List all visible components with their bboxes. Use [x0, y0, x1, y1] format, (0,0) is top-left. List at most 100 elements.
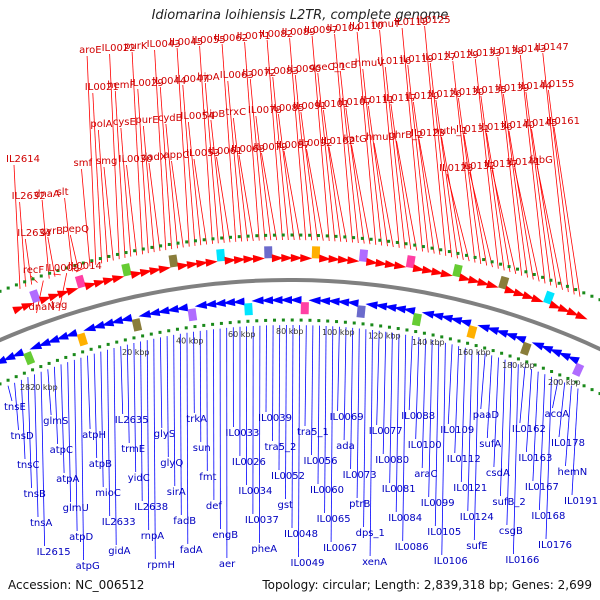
reverse-gene-label: tra5_1	[297, 427, 329, 438]
label-leader-line	[558, 382, 566, 438]
label-leader-line	[368, 105, 388, 247]
reverse-gene-label: IL2635	[115, 415, 149, 426]
forward-gene-label: IL0030	[119, 154, 153, 165]
label-leader-line	[376, 330, 380, 426]
feature-block	[264, 246, 273, 259]
label-leader-line	[330, 326, 334, 543]
tick-dot	[90, 259, 94, 263]
tick-dot	[598, 298, 600, 302]
tick-dot	[516, 357, 520, 361]
tick-dot	[246, 319, 250, 323]
reverse-gene-label: dps_1	[356, 528, 385, 539]
tick-dot	[64, 266, 68, 270]
label-leader-line	[493, 357, 499, 468]
reverse-gene-arrow	[83, 323, 96, 332]
reverse-gene-label: mioC	[95, 488, 121, 499]
forward-gene-arrow	[557, 303, 571, 313]
forward-gene-label: IL2614	[6, 154, 40, 165]
forward-gene-arrow	[476, 277, 490, 286]
reverse-gene-arrow	[374, 302, 388, 311]
label-leader-line	[503, 93, 528, 278]
label-leader-line	[413, 101, 435, 254]
reverse-gene-arrow	[495, 330, 509, 338]
reverse-gene-label: IL0056	[304, 456, 338, 467]
label-leader-line	[36, 280, 44, 314]
reverse-gene-label: IL0034	[238, 486, 272, 497]
forward-gene-label: purK	[124, 41, 148, 52]
feature-block	[356, 305, 366, 318]
reverse-gene-label: IL0067	[323, 543, 357, 554]
tick-dot	[141, 247, 145, 251]
tick-dot	[98, 345, 102, 349]
reverse-gene-label: sirA	[167, 487, 186, 498]
reverse-gene-arrow	[261, 296, 274, 305]
forward-gene-label: IL0117	[383, 93, 417, 104]
reverse-gene-label: sufB_2	[492, 497, 525, 508]
label-leader-line	[7, 385, 13, 402]
tick-dot	[352, 321, 356, 325]
forward-gene-label: dadX	[141, 152, 167, 163]
forward-gene-arrow	[566, 307, 579, 316]
label-leader-line	[272, 76, 289, 241]
tick-dot	[369, 237, 373, 241]
forward-gene-label: hmuT	[372, 19, 401, 30]
tick-dot	[89, 347, 93, 351]
label-leader-line	[160, 337, 163, 429]
label-leader-line	[199, 45, 213, 244]
tick-dot	[448, 337, 452, 341]
label-leader-line	[27, 377, 32, 489]
feature-block	[311, 246, 321, 259]
reverse-gene-arrow	[101, 318, 115, 327]
reverse-gene-arrow	[120, 313, 133, 322]
forward-gene-arrow	[522, 291, 535, 299]
tick-dot	[590, 388, 594, 392]
forward-gene-label: IL0101	[315, 99, 349, 110]
tick-dot	[343, 235, 347, 239]
scale-label: 200 kbp	[548, 378, 581, 387]
forward-gene-arrow	[102, 277, 116, 286]
reverse-gene-label: IL0121	[453, 483, 487, 494]
label-leader-line	[418, 138, 441, 255]
forward-gene-label: IL0119	[400, 54, 434, 65]
reverse-gene-label: IL0100	[408, 440, 442, 451]
forward-gene-label: IL2634	[17, 228, 51, 239]
forward-gene-arrow	[347, 256, 360, 265]
tick-dot	[316, 234, 320, 238]
reverse-gene-arrow	[47, 334, 60, 343]
label-leader-line	[458, 97, 482, 265]
label-leader-line	[345, 107, 365, 244]
label-leader-line	[350, 327, 354, 470]
tick-dot	[299, 233, 303, 237]
reverse-gene-label: rnpA	[141, 531, 165, 542]
reverse-gene-arrow	[440, 314, 454, 323]
forward-gene-arrow	[93, 279, 107, 288]
tick-dot	[533, 363, 537, 367]
forward-gene-label: IL0085	[270, 103, 304, 114]
label-leader-line	[304, 325, 307, 427]
forward-gene-label: trxC	[225, 107, 246, 118]
tick-dot	[72, 353, 76, 357]
forward-gene-arrow	[281, 254, 294, 263]
reverse-gene-label: ada	[336, 441, 355, 452]
reverse-gene-labels: tnsE tnsD tnsC tnsB tnsA IL2615 glmS atpC atpA gl…	[4, 402, 598, 572]
tick-dot	[325, 234, 329, 238]
forward-gene-arrow	[431, 267, 444, 276]
tick-dot	[524, 270, 528, 274]
tick-dot	[387, 325, 391, 329]
reverse-gene-label: IL0162	[512, 424, 546, 435]
tick-dot	[193, 239, 197, 243]
tick-dot	[370, 323, 374, 327]
forward-gene-label: IL0092	[299, 138, 333, 149]
forward-gene-label: IL0104	[327, 23, 361, 34]
forward-gene-arrow	[195, 259, 209, 268]
forward-gene-arrow	[412, 264, 426, 273]
label-leader-line	[373, 142, 394, 248]
reverse-gene-arrow	[204, 299, 217, 308]
tick-dot	[55, 358, 59, 362]
reverse-gene-arrow	[270, 295, 283, 304]
label-leader-line	[113, 347, 117, 546]
forward-gene-arrow	[458, 273, 472, 282]
tick-dot	[123, 338, 127, 342]
reverse-gene-arrow	[138, 309, 152, 318]
